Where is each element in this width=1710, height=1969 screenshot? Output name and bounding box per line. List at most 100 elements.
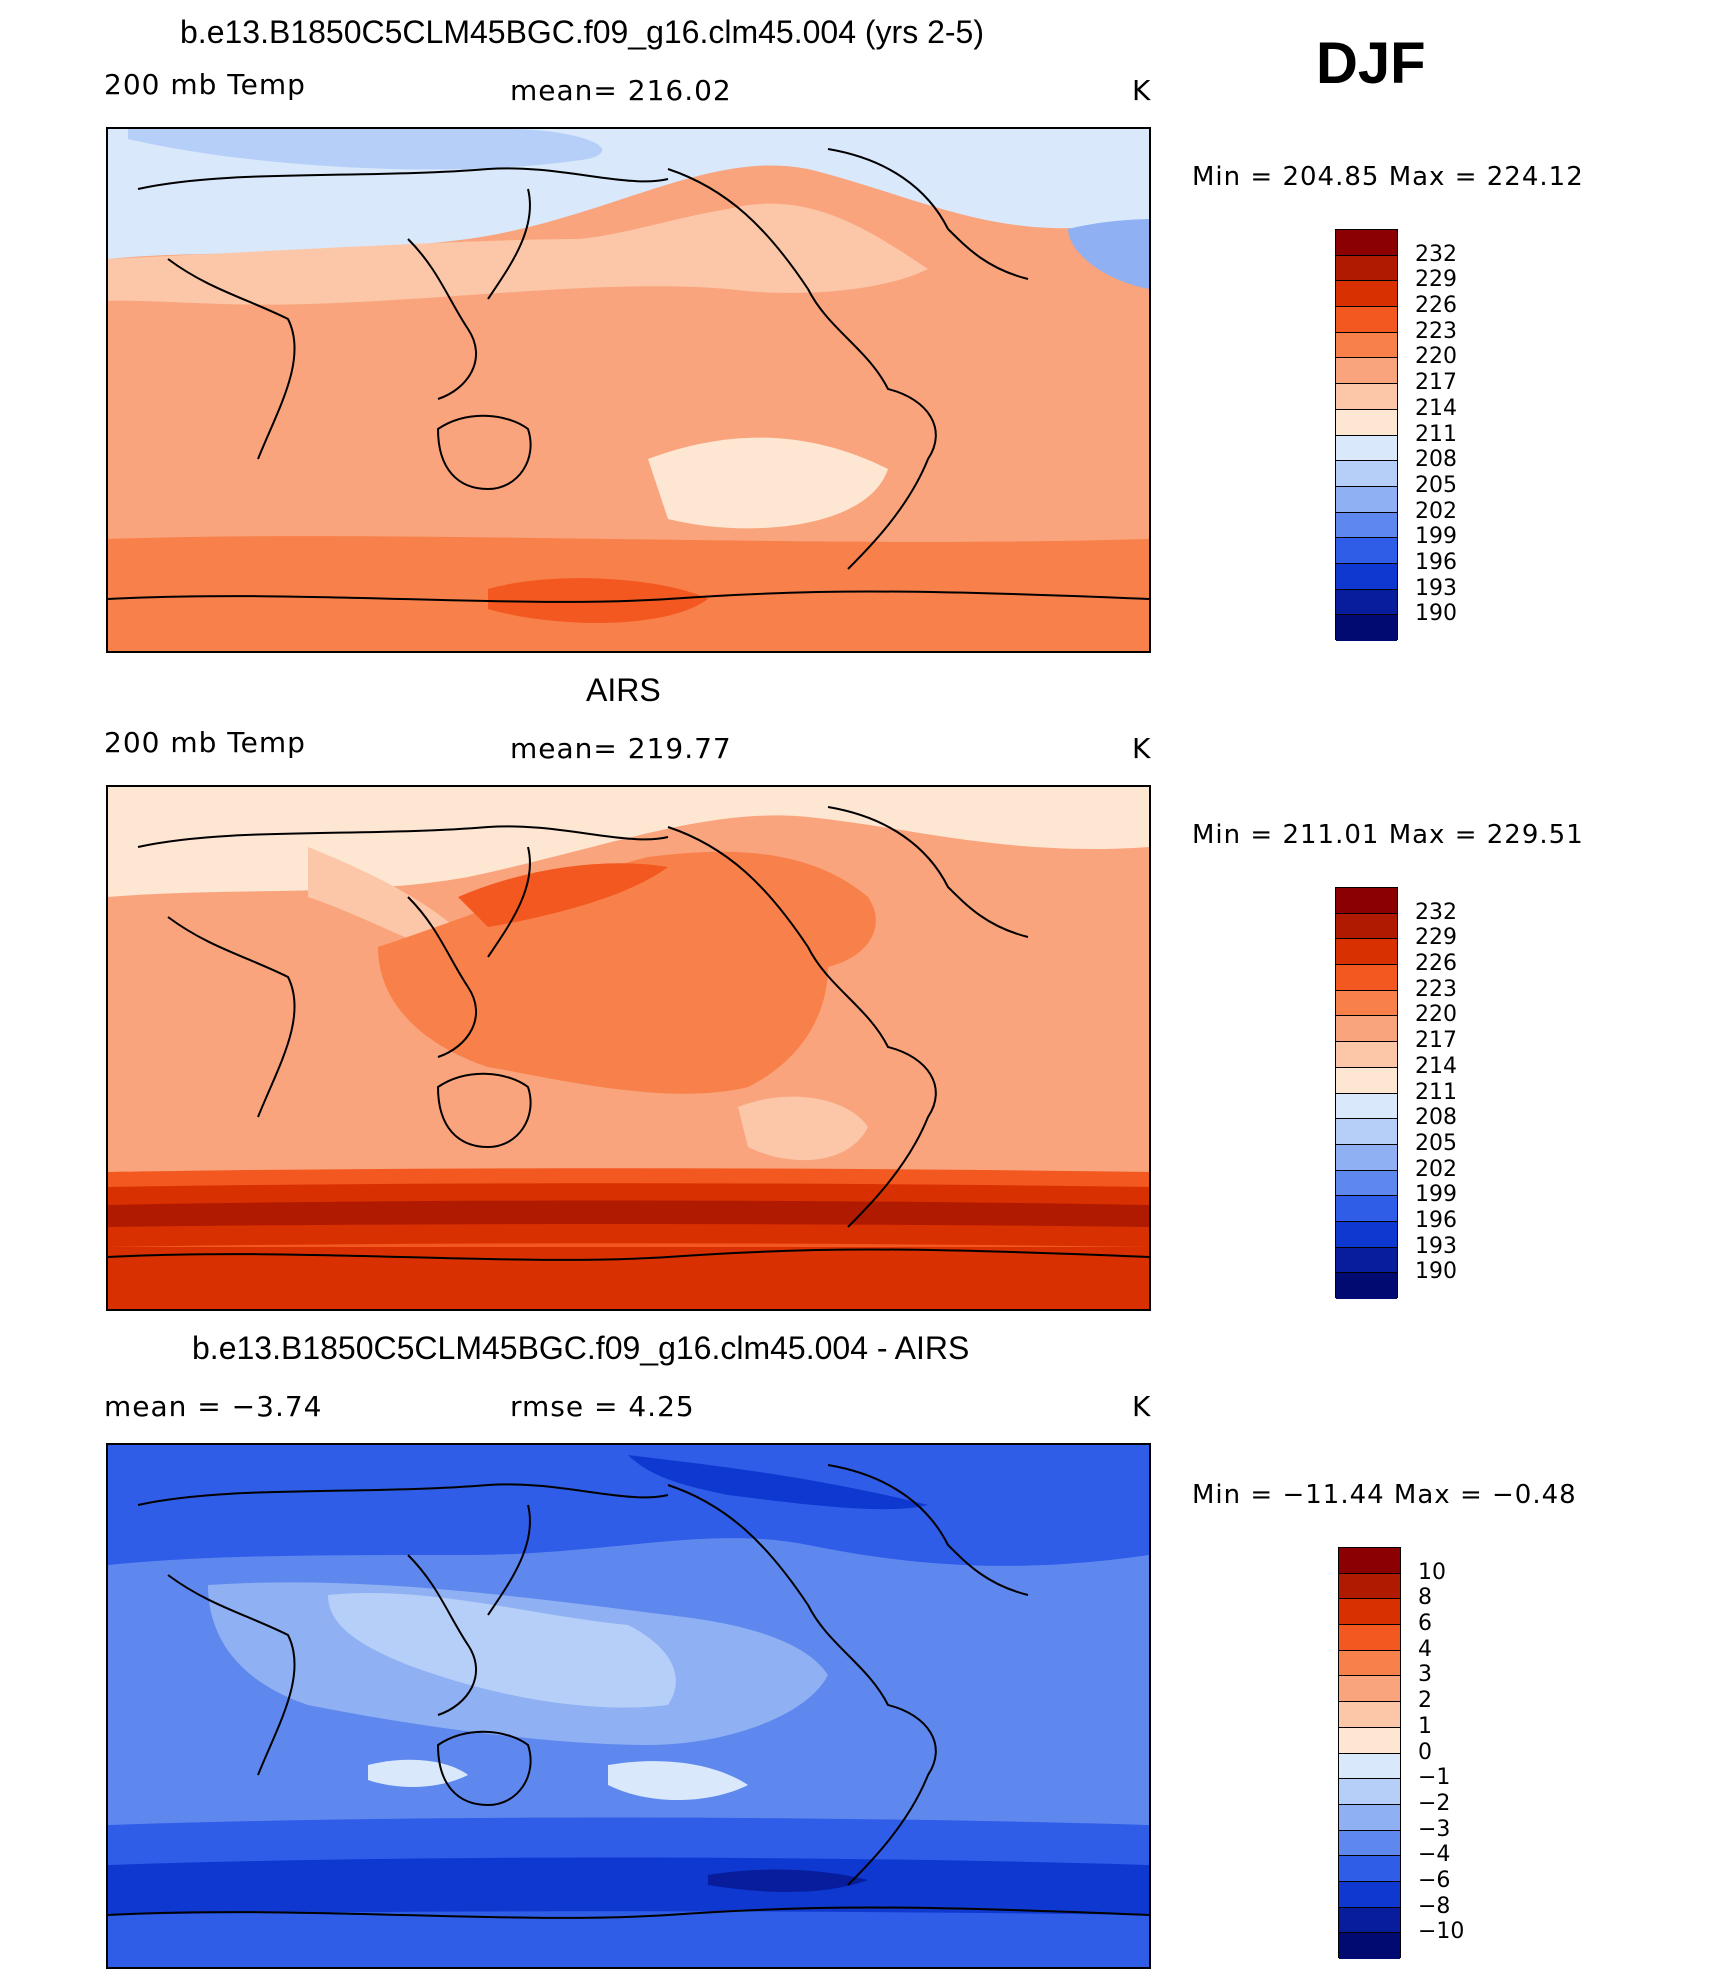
colorbar-tick-label: 199 [1415, 1182, 1457, 1208]
panel3-units: K [1132, 1390, 1152, 1423]
colorbar-tick-label: 1 [1418, 1713, 1432, 1739]
panel1-field-south-warmer [488, 578, 708, 623]
colorbar-tick-label: 208 [1415, 1105, 1457, 1131]
colorbar-tick-label: 10 [1418, 1559, 1446, 1585]
colorbar-box [1339, 1830, 1400, 1857]
colorbar-tick-label: 196 [1415, 549, 1457, 575]
colorbar-tick-label: 211 [1415, 421, 1457, 447]
colorbar-tick-label: 3 [1418, 1662, 1432, 1688]
colorbar-tick-label: 190 [1415, 601, 1457, 627]
colorbar-tick-label: 202 [1415, 1156, 1457, 1182]
colorbar-tick-label: 226 [1415, 951, 1457, 977]
colorbar-box [1339, 1856, 1400, 1882]
panel2-field-light-north [108, 787, 1149, 897]
panel3-field-lightest2 [368, 1759, 468, 1787]
colorbar-tick-label: 217 [1415, 1028, 1457, 1054]
panel3-field-south-darker [108, 1857, 1149, 1915]
colorbar-tick-label: 8 [1418, 1585, 1432, 1611]
colorbar-tick-label: −1 [1418, 1765, 1451, 1791]
panel2-map [106, 785, 1151, 1311]
panel3-coast-asia [137, 1483, 669, 1776]
colorbar-tick-label: −4 [1418, 1842, 1451, 1868]
colorbar-box [1336, 939, 1397, 966]
colorbar-box [1339, 1676, 1400, 1703]
colorbar-tick-label: −3 [1418, 1816, 1451, 1842]
colorbar-box [1336, 486, 1397, 513]
colorbar-tick-label: 220 [1415, 344, 1457, 370]
panel2-field-south-band3 [108, 1200, 1149, 1227]
colorbar-tick-label: 193 [1415, 1233, 1457, 1259]
panel1-coast-antarctica [108, 590, 1149, 603]
panel1-variable: 200 mb Temp [104, 68, 306, 101]
colorbar-box [1336, 538, 1397, 564]
colorbar-tick-label: 199 [1415, 524, 1457, 550]
panel1-map-svg [108, 129, 1149, 651]
panel1-field-band-light [108, 203, 928, 305]
colorbar-box [1336, 409, 1397, 436]
panel1-colorbar [1335, 229, 1398, 641]
colorbar-box [1336, 615, 1397, 641]
panel1-coast-australia [436, 414, 532, 491]
season-label: DJF [1316, 31, 1426, 96]
panel3-field-south-darkest [708, 1869, 868, 1892]
colorbar-box [1336, 1119, 1397, 1145]
panel2-field-south-base [108, 1247, 1149, 1309]
panel2-units: K [1132, 732, 1152, 765]
colorbar-tick-label: 6 [1418, 1611, 1432, 1637]
colorbar-tick-label: 208 [1415, 447, 1457, 473]
colorbar-tick-label: 214 [1415, 1053, 1457, 1079]
colorbar-box [1336, 589, 1397, 616]
colorbar-box [1336, 512, 1397, 539]
panel2-field-tropic-light [738, 1096, 868, 1161]
panel3-map-svg [108, 1445, 1149, 1967]
panel1-coast-americas [667, 148, 1029, 570]
colorbar-tick-label: 223 [1415, 976, 1457, 1002]
colorbar-box [1336, 1042, 1397, 1068]
colorbar-box [1336, 1067, 1397, 1094]
panel2-variable: 200 mb Temp [104, 726, 306, 759]
colorbar-tick-label: −8 [1418, 1893, 1451, 1919]
colorbar-box [1336, 965, 1397, 991]
colorbar-box [1339, 1907, 1400, 1934]
colorbar-box [1339, 1702, 1400, 1728]
panel1-field-cool-ne [1068, 219, 1149, 289]
panel3-field-north-dark [108, 1445, 1149, 1566]
colorbar-tick-label: 232 [1415, 899, 1457, 925]
colorbar-box [1336, 563, 1397, 590]
colorbar-tick-label: 202 [1415, 498, 1457, 524]
panel2-map-svg [108, 787, 1149, 1309]
colorbar-tick-label: 217 [1415, 370, 1457, 396]
colorbar-tick-label: 196 [1415, 1207, 1457, 1233]
panel2-coast-americas [667, 806, 1029, 1228]
colorbar-tick-label: 193 [1415, 575, 1457, 601]
panel3-mean: mean = −3.74 [104, 1390, 323, 1423]
panel3-field-lighter [328, 1592, 676, 1708]
colorbar-box [1339, 1548, 1400, 1574]
colorbar-box [1339, 1779, 1400, 1805]
colorbar-box [1339, 1650, 1400, 1677]
colorbar-box [1336, 255, 1397, 282]
colorbar-box [1336, 1093, 1397, 1120]
colorbar-tick-label: 226 [1415, 293, 1457, 319]
colorbar-tick-label: 232 [1415, 241, 1457, 267]
panel3-minmax: Min = −11.44 Max = −0.48 [1192, 1480, 1577, 1510]
panel2-coast-australia [436, 1072, 532, 1149]
colorbar-tick-label: 205 [1415, 472, 1457, 498]
colorbar-tick-label: 205 [1415, 1130, 1457, 1156]
colorbar-tick-label: −10 [1418, 1919, 1465, 1945]
colorbar-tick-label: 229 [1415, 267, 1457, 293]
colorbar-box [1336, 1247, 1397, 1274]
panel2-coast-antarctica [108, 1248, 1149, 1261]
panel3-field-lightest [608, 1761, 748, 1800]
panel1-coast-asia [137, 167, 669, 460]
colorbar-box [1336, 1196, 1397, 1222]
colorbar-box [1336, 1170, 1397, 1197]
colorbar-tick-label: 214 [1415, 395, 1457, 421]
colorbar-box [1339, 1804, 1400, 1831]
panel3-colorbar [1338, 1547, 1401, 1959]
colorbar-box [1336, 1016, 1397, 1043]
panel2-field-hot-pacific [458, 863, 668, 927]
panel3-coast-australia [436, 1730, 532, 1807]
panel3-map [106, 1443, 1151, 1969]
panel1-title: b.e13.B1850C5CLM45BGC.f09_g16.clm45.004 … [180, 14, 984, 50]
